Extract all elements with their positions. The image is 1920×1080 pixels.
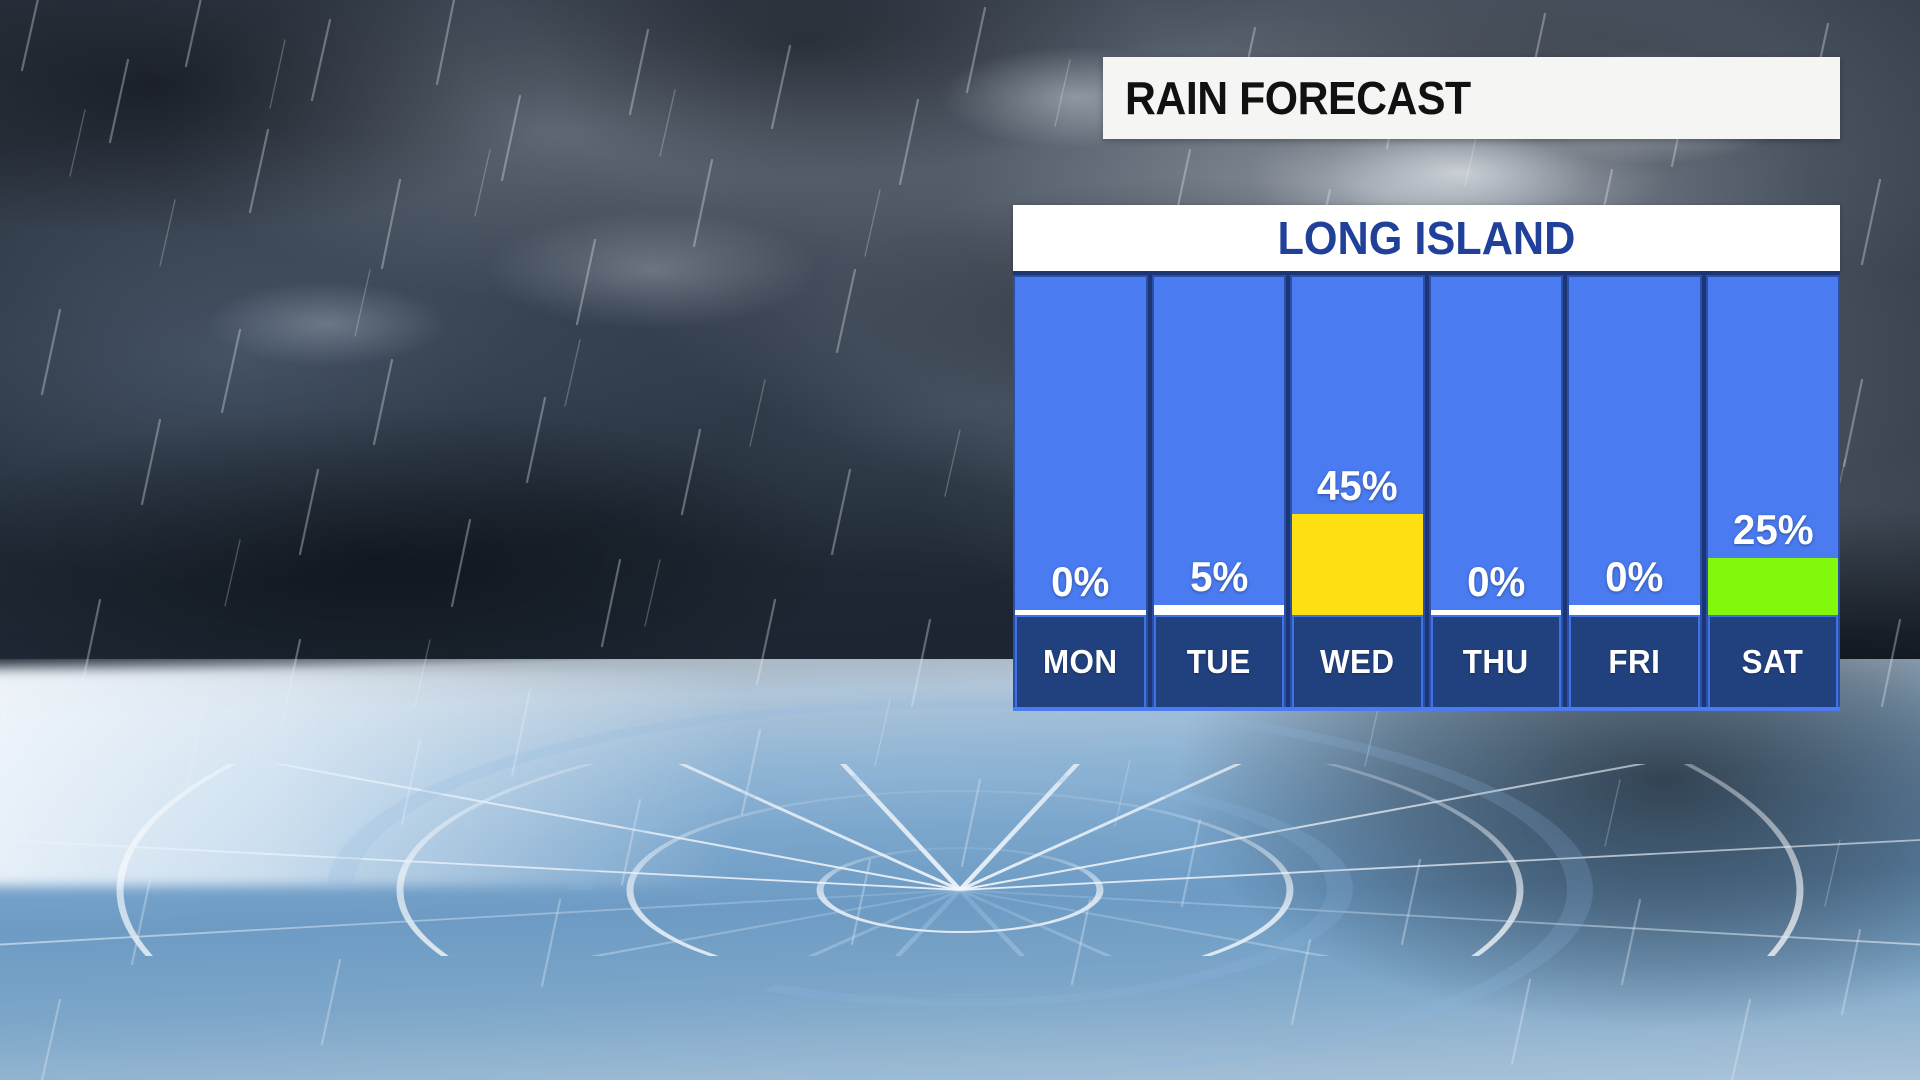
rain-forecast-title-bar: RAIN FORECAST	[1103, 57, 1840, 139]
day-column-thu[interactable]: 0% THU	[1428, 275, 1563, 707]
rain-forecast-chart-panel: LONG ISLAND 0% MON 5% TUE 45% WED 0% THU 0% FRI 25…	[1013, 205, 1840, 711]
day-label: SAT	[1741, 643, 1804, 680]
region-header: LONG ISLAND	[1013, 205, 1840, 271]
day-column-mon[interactable]: 0% MON	[1013, 275, 1148, 707]
bar-value-label: 45%	[1316, 461, 1398, 509]
day-footer: SAT	[1707, 615, 1838, 707]
bar-track: 45%	[1292, 277, 1423, 615]
bar-track: 0%	[1430, 277, 1561, 615]
bar-track: 5%	[1153, 277, 1284, 615]
bar-fill	[1015, 609, 1146, 615]
bar-value-label: 0%	[1605, 552, 1664, 600]
bar-fill	[1292, 513, 1423, 615]
bar-value-label: 0%	[1051, 557, 1110, 605]
bar-fill	[1569, 604, 1700, 615]
day-label: FRI	[1608, 643, 1661, 680]
day-label: THU	[1462, 643, 1529, 680]
lower-plane-left-glow	[0, 669, 807, 886]
bar-fill	[1707, 557, 1838, 615]
bar-fill	[1430, 609, 1561, 615]
region-label: LONG ISLAND	[1277, 212, 1576, 264]
bar-track: 0%	[1015, 277, 1146, 615]
day-footer: WED	[1292, 615, 1423, 707]
day-footer: MON	[1015, 615, 1146, 707]
day-column-sat[interactable]: 25% SAT	[1705, 275, 1840, 707]
bar-fill	[1153, 604, 1284, 615]
day-label: TUE	[1186, 643, 1251, 680]
bar-value-label: 25%	[1732, 505, 1814, 553]
bar-track: 0%	[1569, 277, 1700, 615]
day-column-tue[interactable]: 5% TUE	[1151, 275, 1286, 707]
day-column-wed[interactable]: 45% WED	[1290, 275, 1425, 707]
day-label: WED	[1319, 643, 1395, 680]
day-footer: TUE	[1153, 615, 1284, 707]
bar-value-label: 0%	[1466, 557, 1525, 605]
bar-track: 25%	[1707, 277, 1838, 615]
day-label: MON	[1042, 643, 1118, 680]
page-title: RAIN FORECAST	[1125, 72, 1471, 124]
forecast-bar-chart: 0% MON 5% TUE 45% WED 0% THU 0% FRI 25% SAT	[1013, 271, 1840, 711]
bar-value-label: 5%	[1189, 552, 1248, 600]
day-footer: THU	[1430, 615, 1561, 707]
day-column-fri[interactable]: 0% FRI	[1567, 275, 1702, 707]
day-footer: FRI	[1569, 615, 1700, 707]
